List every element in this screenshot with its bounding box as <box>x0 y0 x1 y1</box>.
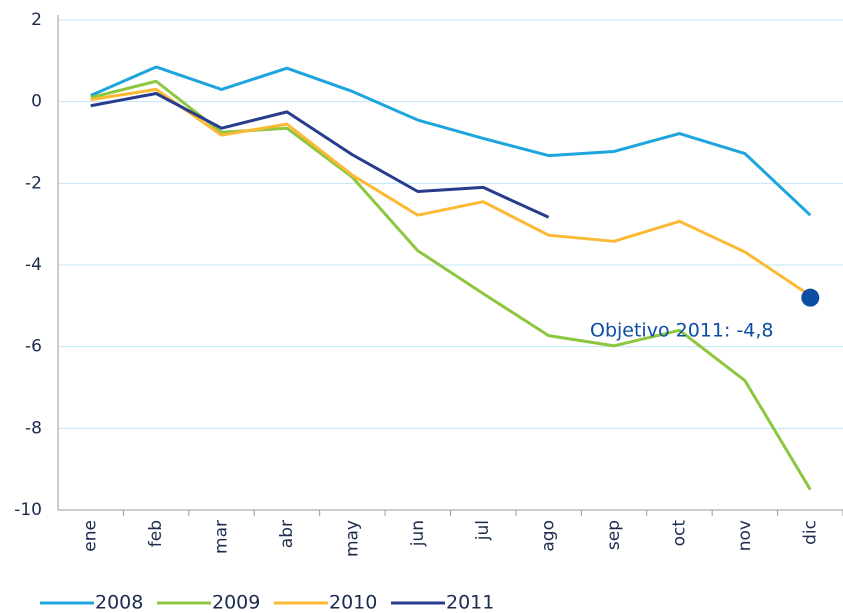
x-tick-label: ene <box>81 520 101 552</box>
x-tick-label: dic <box>800 520 820 545</box>
y-tick-label: -6 <box>25 337 42 357</box>
series-line <box>90 87 812 297</box>
y-tick-label: -2 <box>25 173 42 193</box>
series-line <box>90 92 550 219</box>
y-tick-label: -10 <box>14 500 42 520</box>
x-tick-label: abr <box>277 520 297 548</box>
x-tick-label: sep <box>604 520 624 550</box>
legend-label: 2010 <box>329 592 377 613</box>
x-tick-label: may <box>342 520 362 557</box>
x-tick-label: jun <box>408 520 428 547</box>
legend-label: 2008 <box>95 592 143 613</box>
x-tick-label: oct <box>669 520 689 547</box>
legend-label: 2011 <box>446 592 494 613</box>
y-tick-label: 2 <box>31 10 42 30</box>
y-tick-label: -8 <box>25 418 42 438</box>
annotation: Objetivo 2011: -4,8 <box>590 320 774 342</box>
x-tick-label: ago <box>539 520 559 552</box>
y-tick-label: 0 <box>31 92 42 112</box>
legend-label: 2009 <box>212 592 260 613</box>
y-tick-label: -4 <box>25 255 42 275</box>
x-tick-label: mar <box>212 520 232 554</box>
x-tick-label: jul <box>473 520 493 541</box>
x-tick-label: feb <box>146 520 166 547</box>
x-tick-label: nov <box>735 520 755 551</box>
series-line <box>90 65 812 217</box>
target-marker <box>801 288 820 307</box>
